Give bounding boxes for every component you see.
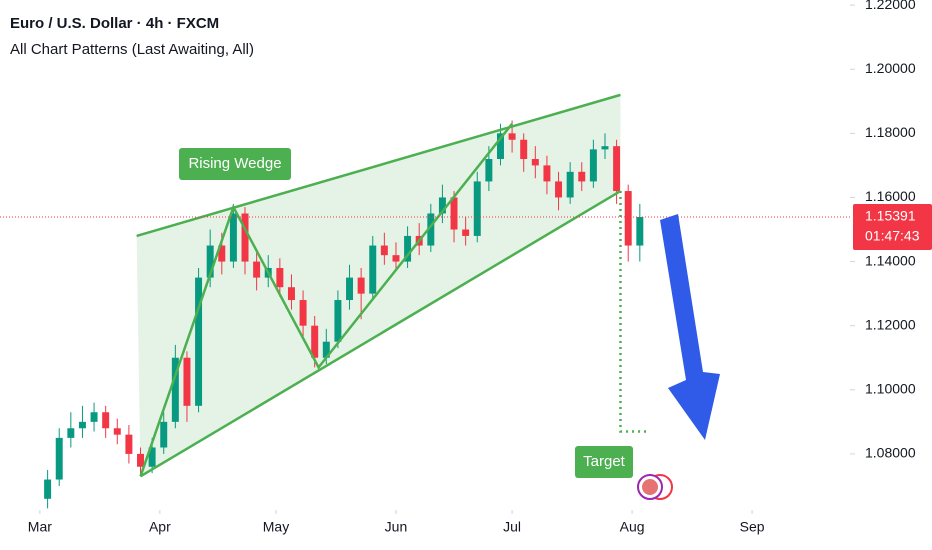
candle-body	[438, 197, 446, 214]
y-tick-label: 1.20000	[865, 60, 916, 76]
candle-body	[578, 171, 586, 182]
x-tick-label: May	[263, 519, 289, 535]
candle-body	[276, 267, 284, 288]
target-label: Target	[583, 453, 626, 470]
y-tick-label: 1.12000	[865, 316, 916, 332]
candle-body	[125, 434, 133, 454]
candle-body	[253, 261, 261, 278]
x-tick-label: Mar	[28, 519, 52, 535]
flag-icon	[642, 479, 658, 495]
candle-body	[531, 158, 539, 166]
y-tick-label: 1.10000	[865, 380, 916, 396]
candle-body	[287, 287, 295, 301]
x-tick-label: Jul	[503, 519, 521, 535]
candle-body	[357, 277, 365, 294]
x-tick-label: Sep	[740, 519, 765, 535]
candle-body	[508, 133, 516, 140]
candle-body	[311, 325, 319, 358]
x-tick-label: Jun	[385, 519, 408, 535]
wedge-upper	[136, 93, 621, 238]
candle-body	[392, 255, 400, 262]
candle-body	[496, 133, 504, 159]
candle-body	[102, 412, 110, 429]
chart-title: Euro / U.S. Dollar · 4h · FXCM	[10, 15, 219, 32]
candle-body	[67, 428, 75, 438]
candle-body	[404, 235, 412, 262]
y-tick-label: 1.22000	[865, 0, 916, 12]
candle-body	[450, 197, 458, 230]
candle-body	[137, 453, 144, 467]
candle-body	[183, 357, 191, 406]
pattern-label-box	[179, 148, 291, 180]
zigzag	[139, 122, 514, 477]
chart-subtitle: All Chart Patterns (Last Awaiting, All)	[10, 41, 254, 58]
candle-body	[322, 341, 330, 358]
candle-body	[55, 437, 63, 480]
candle-body	[229, 213, 237, 262]
x-tick-label: Aug	[620, 519, 645, 535]
candle-body	[589, 149, 597, 182]
candle-body	[613, 146, 621, 192]
y-tick-label: 1.18000	[865, 124, 916, 140]
candle-body	[44, 479, 52, 499]
candle-body	[160, 421, 168, 448]
candle-body	[555, 181, 563, 198]
countdown-label: 01:47:43	[865, 228, 920, 244]
candle-body	[218, 245, 226, 262]
x-tick-label: Apr	[149, 519, 171, 535]
candle-body	[299, 300, 307, 326]
candle-body	[171, 357, 179, 422]
candle-body	[520, 139, 528, 159]
y-tick-label: 1.16000	[865, 188, 916, 204]
candle-body	[113, 428, 121, 435]
candle-body	[241, 213, 249, 262]
candle-body	[427, 213, 435, 246]
candle-body	[624, 191, 632, 246]
target-label-box	[575, 446, 633, 478]
wedge-lower	[139, 189, 622, 478]
candle-body	[601, 146, 609, 150]
candle-body	[462, 229, 470, 236]
pattern-layer	[136, 94, 621, 477]
candle-body	[485, 158, 493, 182]
candle-body	[636, 217, 644, 246]
candle-body	[473, 181, 481, 236]
last-price-box	[853, 203, 932, 250]
candle-body	[566, 171, 574, 198]
down-arrow	[660, 214, 720, 440]
candle-body	[380, 245, 388, 256]
candle-body	[195, 277, 203, 406]
target-line	[619, 191, 648, 433]
candle-body	[346, 277, 354, 301]
candle-body	[90, 412, 98, 422]
last-price-label: 1.15391	[865, 208, 916, 224]
overlay: Rising Wedge Target	[0, 93, 850, 478]
candle-body	[78, 421, 86, 429]
candle-body	[334, 300, 342, 342]
pattern-label: Rising Wedge	[188, 155, 281, 172]
candle-body	[369, 245, 377, 294]
y-tick-label: 1.14000	[865, 252, 916, 268]
y-tick-label: 1.08000	[865, 445, 916, 461]
candle-body	[148, 447, 156, 467]
wedge-fill	[136, 94, 621, 477]
candle-body	[543, 165, 551, 182]
candle-body	[206, 245, 214, 278]
